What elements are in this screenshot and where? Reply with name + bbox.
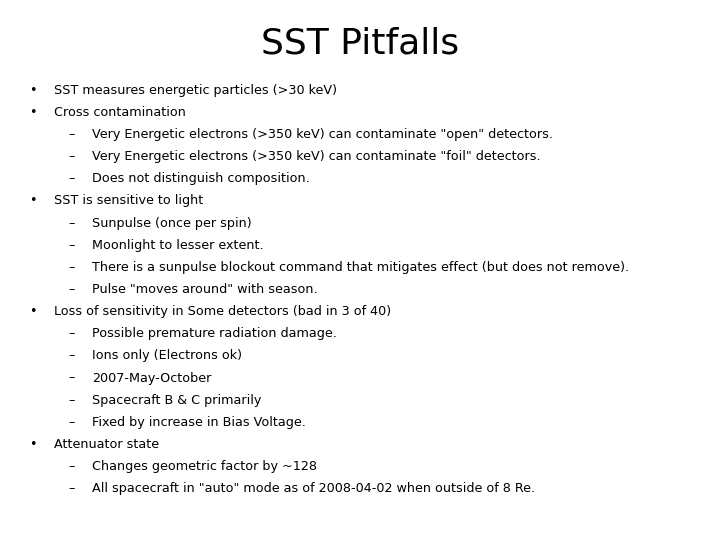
Text: SST is sensitive to light: SST is sensitive to light [54,194,203,207]
Text: –: – [68,217,75,230]
Text: SST measures energetic particles (>30 keV): SST measures energetic particles (>30 ke… [54,84,337,97]
Text: Very Energetic electrons (>350 keV) can contaminate "foil" detectors.: Very Energetic electrons (>350 keV) can … [92,150,541,163]
Text: Does not distinguish composition.: Does not distinguish composition. [92,172,310,185]
Text: Very Energetic electrons (>350 keV) can contaminate "open" detectors.: Very Energetic electrons (>350 keV) can … [92,128,553,141]
Text: Attenuator state: Attenuator state [54,438,159,451]
Text: Spacecraft B & C primarily: Spacecraft B & C primarily [92,394,261,407]
Text: –: – [68,327,75,340]
Text: SST Pitfalls: SST Pitfalls [261,27,459,61]
Text: –: – [68,460,75,473]
Text: •: • [29,305,36,318]
Text: Ions only (Electrons ok): Ions only (Electrons ok) [92,349,242,362]
Text: Cross contamination: Cross contamination [54,106,186,119]
Text: Changes geometric factor by ~128: Changes geometric factor by ~128 [92,460,317,473]
Text: •: • [29,194,36,207]
Text: Loss of sensitivity in Some detectors (bad in 3 of 40): Loss of sensitivity in Some detectors (b… [54,305,391,318]
Text: –: – [68,150,75,163]
Text: –: – [68,482,75,495]
Text: 2007-May-October: 2007-May-October [92,372,212,384]
Text: –: – [68,283,75,296]
Text: –: – [68,372,75,384]
Text: –: – [68,261,75,274]
Text: Pulse "moves around" with season.: Pulse "moves around" with season. [92,283,318,296]
Text: All spacecraft in "auto" mode as of 2008-04-02 when outside of 8 Re.: All spacecraft in "auto" mode as of 2008… [92,482,535,495]
Text: There is a sunpulse blockout command that mitigates effect (but does not remove): There is a sunpulse blockout command tha… [92,261,629,274]
Text: –: – [68,128,75,141]
Text: –: – [68,416,75,429]
Text: Moonlight to lesser extent.: Moonlight to lesser extent. [92,239,264,252]
Text: Fixed by increase in Bias Voltage.: Fixed by increase in Bias Voltage. [92,416,306,429]
Text: Possible premature radiation damage.: Possible premature radiation damage. [92,327,337,340]
Text: •: • [29,106,36,119]
Text: •: • [29,438,36,451]
Text: Sunpulse (once per spin): Sunpulse (once per spin) [92,217,252,230]
Text: –: – [68,239,75,252]
Text: –: – [68,172,75,185]
Text: •: • [29,84,36,97]
Text: –: – [68,349,75,362]
Text: –: – [68,394,75,407]
